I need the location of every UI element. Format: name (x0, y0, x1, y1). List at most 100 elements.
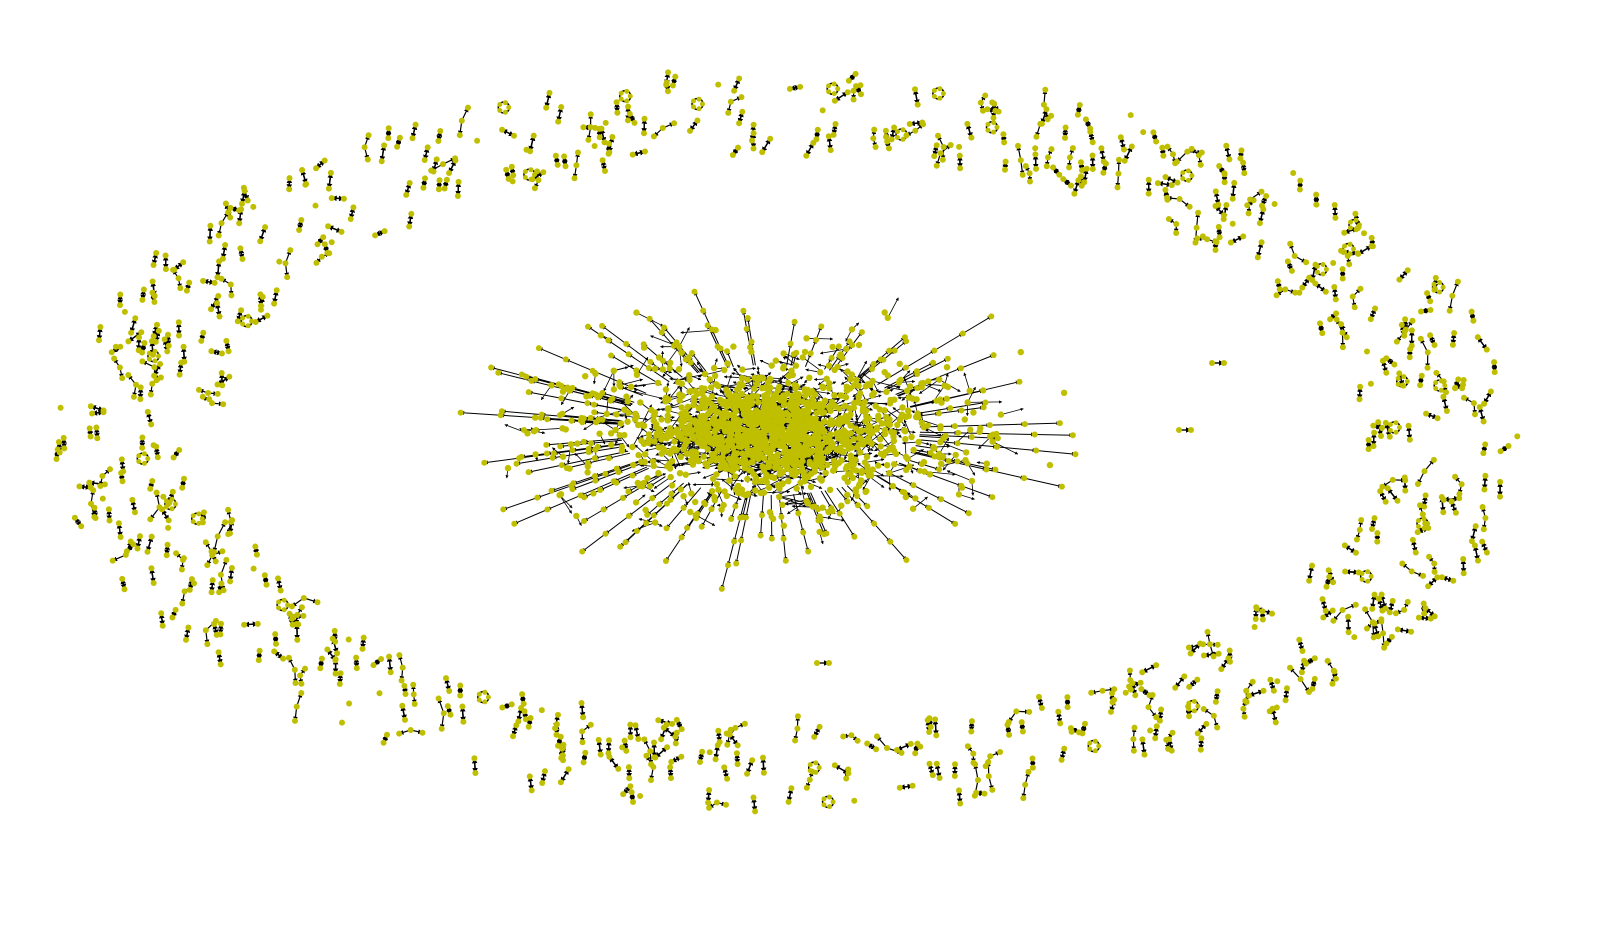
node (181, 475, 187, 482)
node (560, 741, 567, 748)
node (1405, 422, 1412, 429)
node (55, 439, 62, 445)
node (99, 495, 106, 502)
node (1195, 703, 1201, 709)
node (697, 759, 703, 765)
node (605, 150, 612, 157)
node (706, 787, 713, 793)
node (153, 489, 160, 496)
edge (616, 414, 649, 421)
node (629, 443, 636, 451)
node (615, 765, 622, 772)
node (92, 515, 99, 521)
node (732, 503, 739, 510)
node (256, 647, 263, 654)
node (1404, 598, 1411, 605)
node (1311, 675, 1318, 682)
node (988, 313, 995, 320)
node (173, 550, 180, 557)
node (778, 513, 785, 520)
node (1418, 308, 1424, 315)
node (1017, 348, 1024, 356)
node (691, 288, 698, 295)
node (871, 520, 878, 527)
node (1425, 583, 1432, 590)
edge (502, 497, 538, 511)
node (287, 247, 294, 254)
node (1319, 330, 1326, 337)
node (365, 132, 372, 139)
node (1379, 483, 1386, 490)
node (750, 794, 757, 801)
node (990, 114, 997, 121)
node (872, 144, 879, 150)
node (240, 321, 246, 327)
edge (819, 348, 847, 355)
node (472, 770, 479, 776)
node (1212, 203, 1219, 209)
node (293, 703, 300, 710)
node (962, 456, 969, 464)
node (1174, 179, 1181, 186)
node (1416, 524, 1421, 529)
node (629, 151, 636, 158)
node (1152, 735, 1159, 742)
node (148, 338, 155, 345)
node (1240, 233, 1247, 240)
node (482, 689, 488, 695)
node (528, 787, 535, 794)
node (666, 365, 673, 372)
node (714, 343, 721, 350)
node (1414, 481, 1421, 487)
node (645, 365, 652, 371)
node (1351, 304, 1358, 311)
node (920, 458, 928, 466)
node (91, 504, 98, 511)
node (1173, 221, 1180, 227)
node (630, 799, 636, 805)
node (994, 124, 1000, 130)
node (186, 279, 193, 286)
node (1324, 657, 1331, 664)
node (665, 69, 672, 76)
node (579, 728, 586, 735)
node (1191, 708, 1197, 714)
node (144, 408, 151, 415)
node (271, 300, 278, 307)
node (1388, 633, 1395, 640)
node (623, 340, 630, 347)
node (281, 607, 287, 613)
node (1378, 433, 1384, 439)
node (1418, 372, 1425, 379)
node (1368, 234, 1375, 241)
node (1399, 560, 1406, 567)
node (220, 401, 227, 408)
node (647, 358, 654, 365)
node (821, 397, 829, 404)
node (561, 153, 568, 160)
node (1483, 346, 1490, 353)
node (1370, 422, 1377, 429)
node (933, 732, 940, 739)
node (829, 343, 836, 351)
node (1440, 496, 1447, 503)
node (826, 83, 832, 89)
node (1354, 225, 1361, 232)
node (1299, 284, 1306, 291)
node (884, 745, 890, 751)
node (118, 456, 125, 463)
node (457, 692, 464, 699)
node (713, 471, 720, 478)
node (1331, 284, 1338, 290)
edge (603, 497, 624, 510)
node (587, 111, 594, 118)
node (1393, 338, 1400, 345)
node (376, 690, 383, 697)
node (294, 636, 301, 643)
node (552, 152, 559, 159)
node (1176, 196, 1183, 202)
node (163, 504, 169, 510)
node (53, 456, 60, 462)
node (1176, 427, 1182, 433)
node (641, 736, 648, 743)
